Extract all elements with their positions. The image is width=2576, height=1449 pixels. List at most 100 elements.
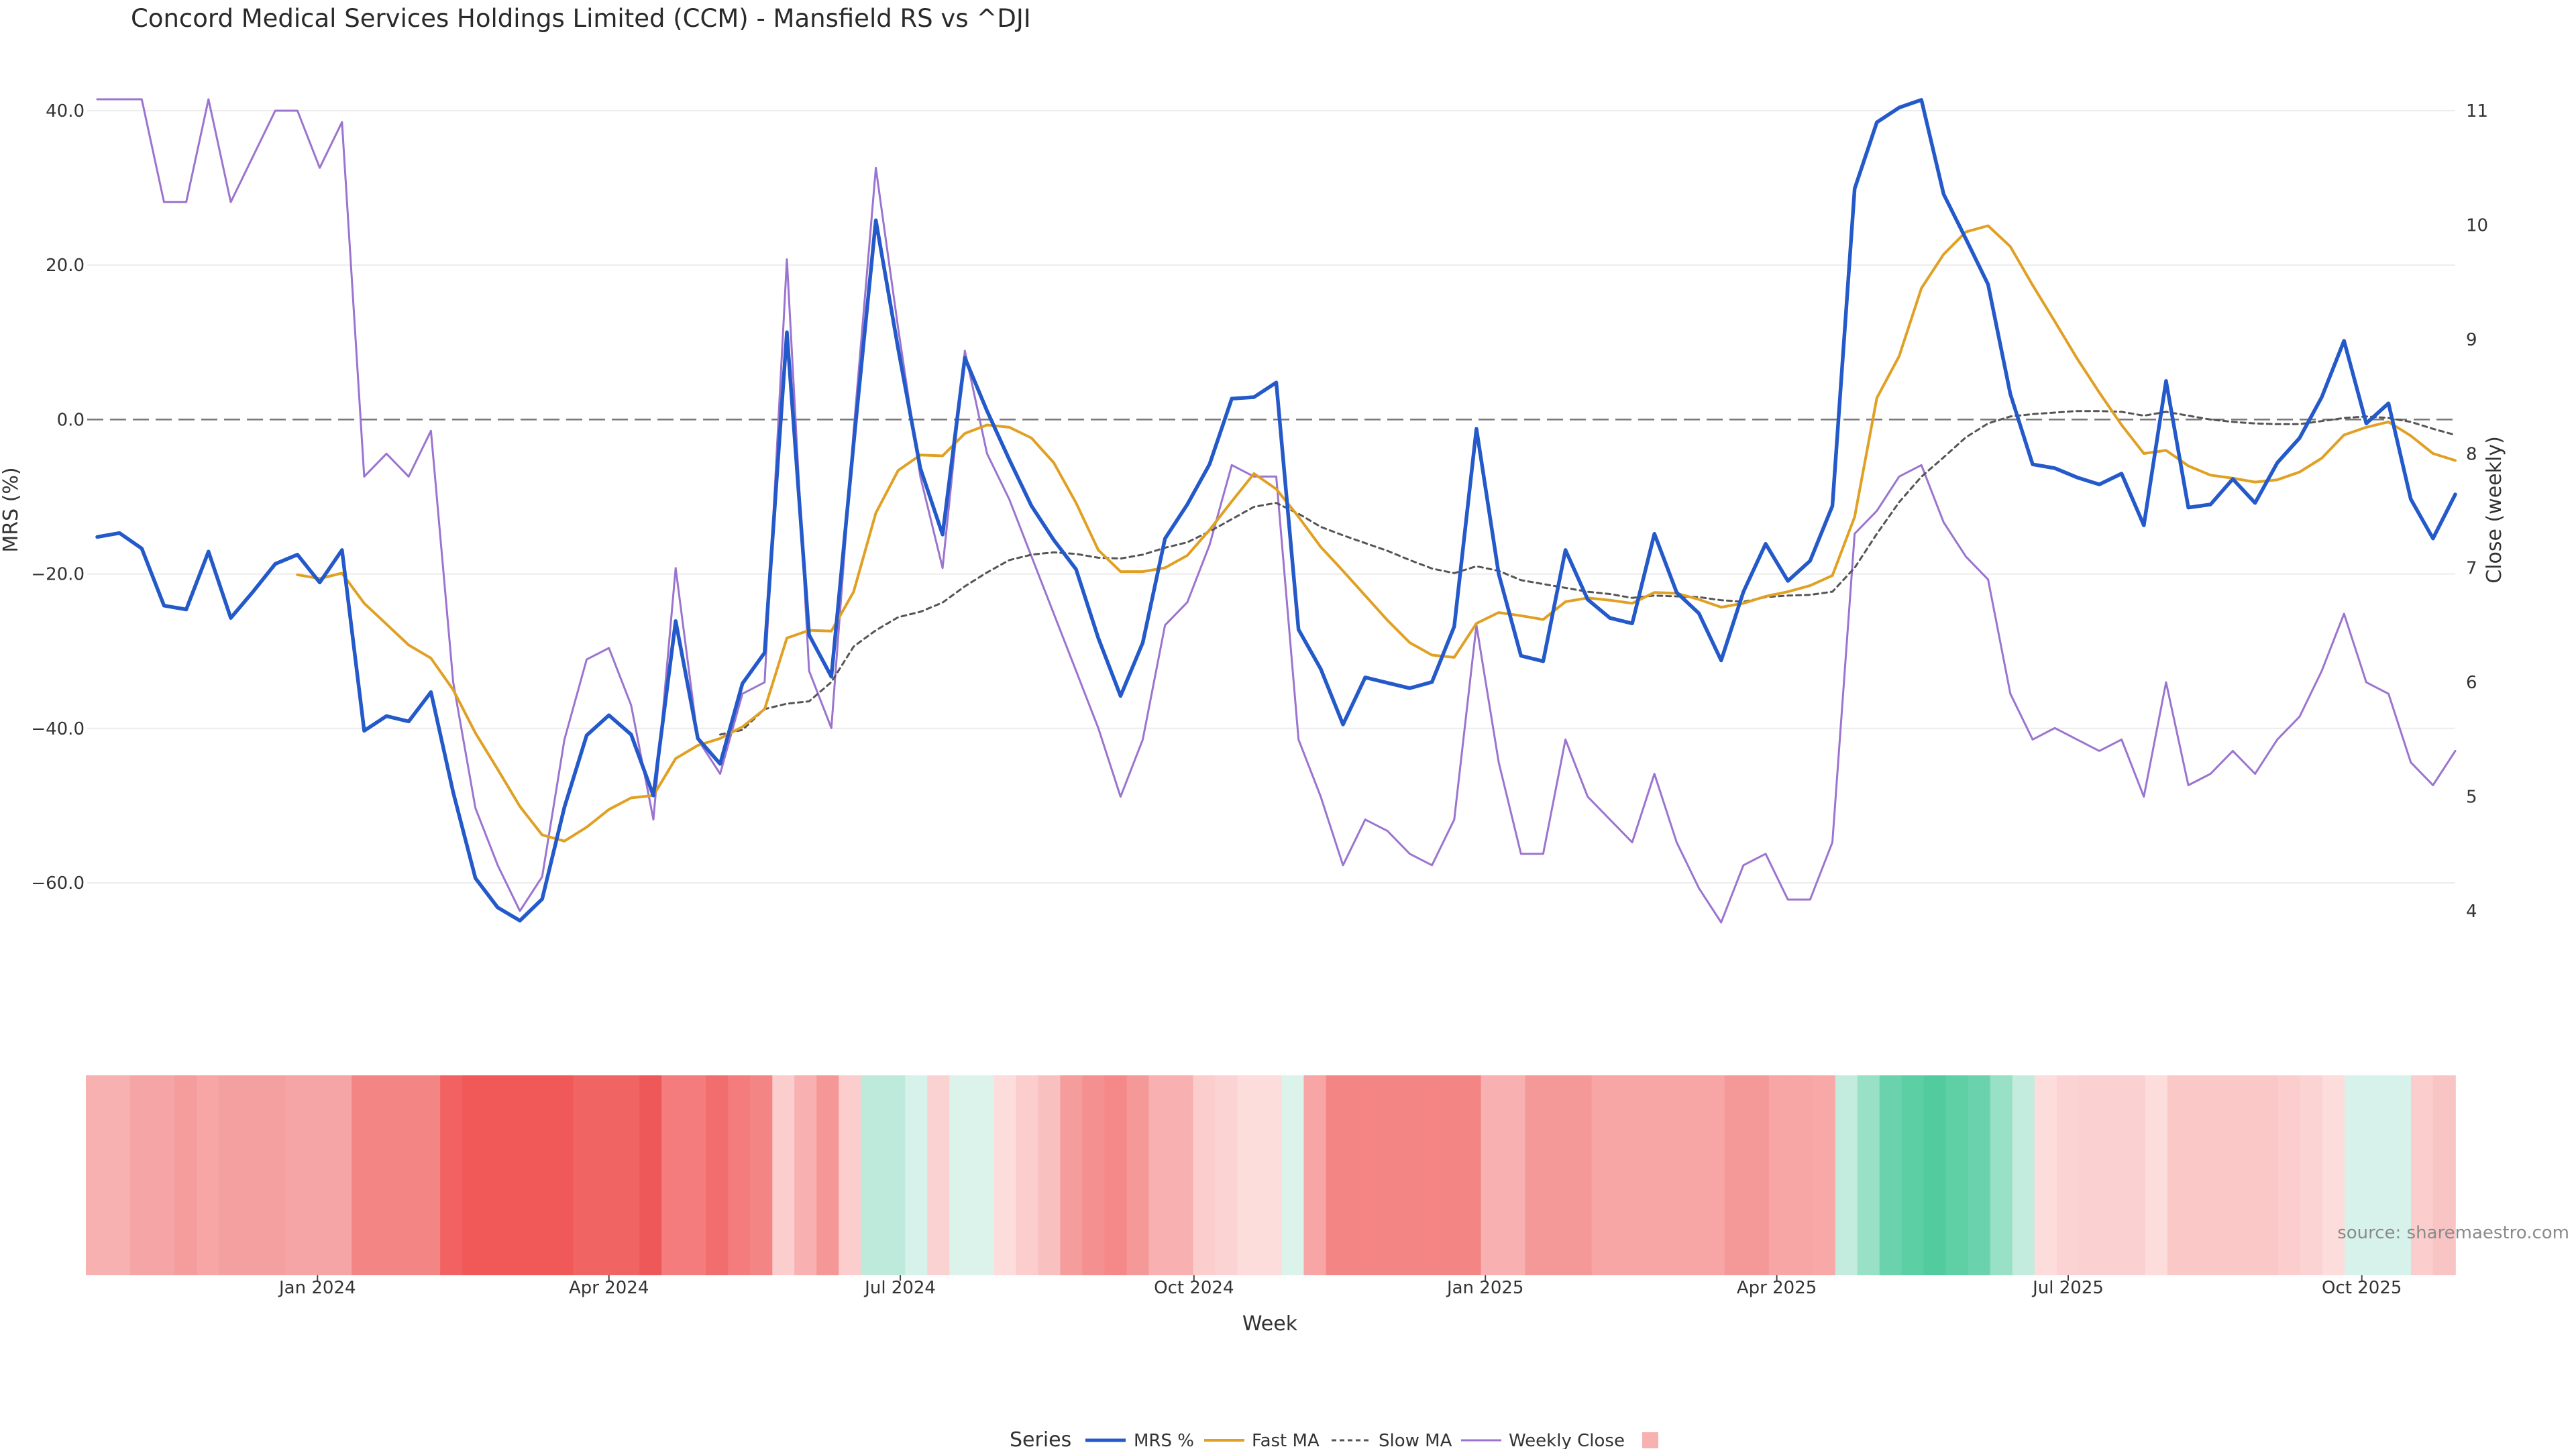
heatmap-cell: [462, 1075, 485, 1275]
x-tick-label: Jul 2025: [2031, 1278, 2104, 1298]
heatmap-cell: [1215, 1075, 1238, 1275]
left-tick-label: −20.0: [31, 565, 85, 585]
heatmap-cell: [506, 1075, 529, 1275]
heatmap-cell: [108, 1075, 131, 1275]
heatmap-cell: [1436, 1075, 1460, 1275]
right-tick-label: 7: [2466, 559, 2477, 579]
heatmap-cell: [1923, 1075, 1947, 1275]
grid-lines: [87, 110, 2455, 883]
heatmap-cell: [1503, 1075, 1526, 1275]
left-tick-label: 0.0: [57, 410, 85, 430]
heatmap-cell: [1392, 1075, 1415, 1275]
heatmap-cell: [706, 1075, 729, 1275]
heatmap-cell: [1303, 1075, 1327, 1275]
heatmap-cell: [1569, 1075, 1593, 1275]
heatmap-cell: [1171, 1075, 1194, 1275]
heatmap-cell: [794, 1075, 818, 1275]
heatmap-cell: [1613, 1075, 1637, 1275]
x-axis-ticks: Jan 2024 Apr 2024 Jul 2024 Oct 2024 Jan 2025…: [278, 1275, 2402, 1298]
legend-label-weekly-close: Weekly Close: [1509, 1431, 1625, 1449]
series-line-weekly-close: [96, 98, 2457, 924]
x-tick-label: Apr 2024: [569, 1278, 649, 1298]
heatmap-cell: [1547, 1075, 1570, 1275]
right-tick-label: 6: [2466, 673, 2477, 693]
heatmap-cell: [1813, 1075, 1836, 1275]
heatmap-cell: [661, 1075, 685, 1275]
heatmap-cell: [374, 1075, 396, 1275]
heatmap-cell: [219, 1075, 241, 1275]
heatmap-cell: [1193, 1075, 1216, 1275]
legend-label-slow-ma: Slow MA: [1379, 1431, 1452, 1449]
heatmap-cell: [971, 1075, 995, 1275]
heatmap-cell: [573, 1075, 596, 1275]
x-axis-title: Week: [1242, 1312, 1298, 1336]
heatmap-cell: [1370, 1075, 1393, 1275]
heatmap-cell: [329, 1075, 352, 1275]
heatmap-cell: [1702, 1075, 1725, 1275]
right-tick-label: 10: [2466, 215, 2488, 235]
heatmap-cell: [2255, 1075, 2279, 1275]
heatmap-cell: [2012, 1075, 2035, 1275]
series-lines: [95, 98, 2457, 924]
heatmap-cell: [1635, 1075, 1659, 1275]
heatmap-cell: [1348, 1075, 1371, 1275]
right-tick-label: 11: [2466, 101, 2488, 121]
heatmap-cell: [2432, 1075, 2456, 1275]
x-tick-label: Jan 2025: [1446, 1278, 1524, 1298]
heatmap-cell: [2167, 1075, 2190, 1275]
heatmap-cell: [2388, 1075, 2412, 1275]
heatmap-cell: [396, 1075, 419, 1275]
heatmap-cell: [2056, 1075, 2080, 1275]
regime-heatmap-strip: [86, 1075, 2456, 1275]
heatmap-cell: [152, 1075, 175, 1275]
heatmap-cell: [750, 1075, 773, 1275]
heatmap-cell: [2322, 1075, 2345, 1275]
series-line-mrs: [95, 98, 2457, 923]
heatmap-cell: [1326, 1075, 1349, 1275]
heatmap-cell: [1148, 1075, 1172, 1275]
series-line-fast-ma: [296, 224, 2457, 843]
legend-title: Series: [1010, 1428, 1071, 1449]
heatmap-cell: [1016, 1075, 1039, 1275]
heatmap-cell: [1879, 1075, 1902, 1275]
right-tick-label: 5: [2466, 788, 2477, 808]
heatmap-cell: [1790, 1075, 1814, 1275]
heatmap-cell: [1038, 1075, 1061, 1275]
heatmap-cell: [1990, 1075, 2013, 1275]
heatmap-cell: [484, 1075, 507, 1275]
heatmap-cell: [285, 1075, 308, 1275]
heatmap-cell: [949, 1075, 973, 1275]
heatmap-cell: [2300, 1075, 2323, 1275]
heatmap-cell: [551, 1075, 574, 1275]
heatmap-cell: [2277, 1075, 2301, 1275]
heatmap-cell: [2123, 1075, 2146, 1275]
heatmap-cell: [307, 1075, 330, 1275]
heatmap-cell: [684, 1075, 707, 1275]
heatmap-cell: [440, 1075, 463, 1275]
heatmap-cell: [174, 1075, 197, 1275]
heatmap-cell: [839, 1075, 862, 1275]
heatmap-cell: [1746, 1075, 1770, 1275]
right-axis-title: Close (weekly): [2483, 436, 2506, 584]
heatmap-cell: [1968, 1075, 1991, 1275]
left-axis-title: MRS (%): [0, 467, 23, 552]
heatmap-cell: [86, 1075, 109, 1275]
x-tick-label: Jan 2024: [278, 1278, 356, 1298]
heatmap-cell: [1835, 1075, 1858, 1275]
heatmap-cell: [2233, 1075, 2257, 1275]
heatmap-cell: [861, 1075, 884, 1275]
heatmap-cell: [1414, 1075, 1438, 1275]
legend-label-fast-ma: Fast MA: [1252, 1431, 1320, 1449]
heatmap-cell: [2344, 1075, 2367, 1275]
left-tick-label: −40.0: [31, 719, 85, 739]
source-credit: source: sharemaestro.com: [2337, 1223, 2569, 1243]
heatmap-cell: [1945, 1075, 1969, 1275]
heatmap-cell: [2145, 1075, 2168, 1275]
heatmap-cell: [728, 1075, 751, 1275]
right-axis-ticks: 11 10 9 8 7 6 5 4: [2466, 101, 2488, 922]
heatmap-cell: [1281, 1075, 1305, 1275]
heatmap-cell: [2078, 1075, 2102, 1275]
right-tick-label: 4: [2466, 902, 2477, 922]
heatmap-cell: [241, 1075, 264, 1275]
